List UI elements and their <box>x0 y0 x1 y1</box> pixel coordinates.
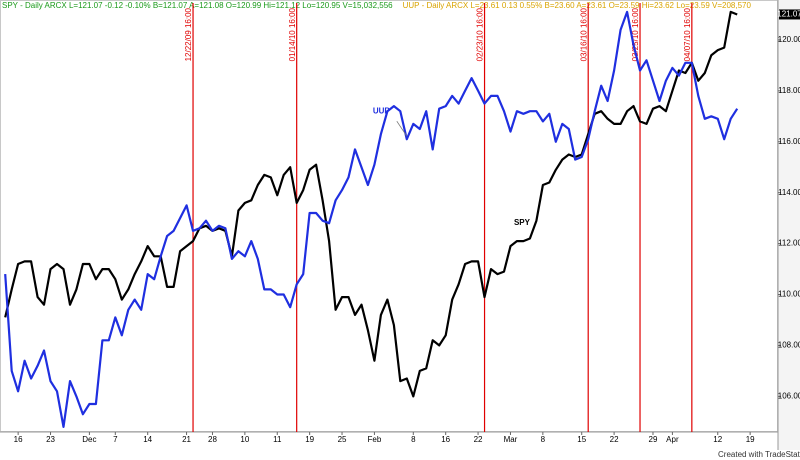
x-tick-label: 8 <box>411 435 416 444</box>
header-text: UUP - Daily ARCX L=23.61 0.13 0.55% B=23… <box>403 1 752 10</box>
y-tick-label: 118.00 <box>778 86 800 95</box>
x-tick-label: Mar <box>504 435 518 444</box>
event-label: 03/16/10 16:00 <box>579 7 588 61</box>
x-tick-label: Dec <box>82 435 96 444</box>
x-tick-label: 19 <box>305 435 314 444</box>
event-label: 03/25/10 16:00 <box>631 7 640 61</box>
x-tick-label: 22 <box>610 435 619 444</box>
y-tick-label: 114.00 <box>778 188 800 197</box>
x-tick-label: Feb <box>368 435 382 444</box>
x-tick-label: 12 <box>713 435 722 444</box>
annotation-arrow <box>396 120 408 137</box>
footer: Created with TradeStation <box>718 450 800 459</box>
y-tick-label: 106.00 <box>778 391 800 400</box>
x-tick-label: 11 <box>273 435 282 444</box>
x-tick-label: 19 <box>746 435 755 444</box>
x-tick-label: 16 <box>14 435 23 444</box>
x-tick-label: 29 <box>649 435 658 444</box>
annotation: UUP <box>373 106 391 115</box>
last-price-box <box>779 9 800 20</box>
x-tick-label: 21 <box>182 435 191 444</box>
y-tick-label: 108.00 <box>778 341 800 350</box>
header-text: SPY - Daily ARCX L=121.07 -0.12 -0.10% B… <box>2 1 393 10</box>
annotation: SPY <box>514 218 531 227</box>
x-tick-label: Apr <box>666 435 679 444</box>
y-tick-label: 112.00 <box>778 239 800 248</box>
x-tick-label: 10 <box>240 435 249 444</box>
x-tick-label: 8 <box>541 435 546 444</box>
series-line <box>4 10 739 428</box>
x-tick-label: 28 <box>208 435 217 444</box>
y-tick-label: 116.00 <box>778 137 800 146</box>
x-tick-label: 14 <box>143 435 152 444</box>
series-line <box>4 10 738 398</box>
y-tick-label: 110.00 <box>778 290 800 299</box>
x-tick-label: 23 <box>46 435 55 444</box>
event-label: 04/07/10 16:00 <box>683 7 692 61</box>
last-price-label: 121.07 <box>777 10 800 19</box>
event-label: 12/22/09 16:00 <box>184 7 193 61</box>
x-tick-label: 15 <box>577 435 586 444</box>
x-tick-label: 25 <box>338 435 347 444</box>
y-tick-label: 120.00 <box>778 35 800 44</box>
x-tick-label: 16 <box>441 435 450 444</box>
event-label: 02/23/10 16:00 <box>476 7 485 61</box>
event-label: 01/14/10 16:00 <box>288 7 297 61</box>
x-tick-label: 7 <box>113 435 118 444</box>
x-tick-label: 22 <box>474 435 483 444</box>
y-axis-strip <box>778 0 800 450</box>
